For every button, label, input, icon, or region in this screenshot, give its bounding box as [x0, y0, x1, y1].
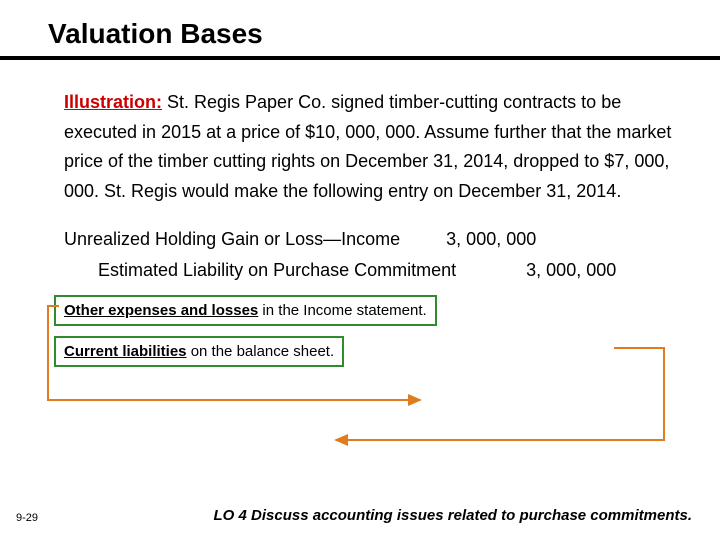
- slide-number: 9-29: [16, 512, 38, 524]
- note-1-bold: Other expenses and losses: [64, 302, 258, 319]
- note-box-1-wrap: Other expenses and losses in the Income …: [54, 295, 672, 326]
- note-box-2: Current liabilities on the balance sheet…: [54, 336, 344, 367]
- note-2-rest: on the balance sheet.: [187, 343, 335, 360]
- illustration-paragraph: Illustration: St. Regis Paper Co. signed…: [64, 88, 672, 207]
- journal-entry-debit: Unrealized Holding Gain or Loss—Income 3…: [64, 229, 672, 250]
- debit-account: Unrealized Holding Gain or Loss—Income: [64, 229, 400, 250]
- slide: Valuation Bases Illustration: St. Regis …: [0, 0, 720, 540]
- body-area: Illustration: St. Regis Paper Co. signed…: [0, 60, 720, 367]
- debit-amount: 3, 000, 000: [446, 229, 536, 250]
- note-1-rest: in the Income statement.: [258, 302, 426, 319]
- note-box-2-wrap: Current liabilities on the balance sheet…: [54, 336, 672, 367]
- journal-entry-credit: Estimated Liability on Purchase Commitme…: [64, 260, 672, 281]
- credit-amount: 3, 000, 000: [526, 260, 616, 281]
- slide-title: Valuation Bases: [0, 18, 720, 56]
- note-box-1: Other expenses and losses in the Income …: [54, 295, 437, 326]
- note-2-bold: Current liabilities: [64, 343, 187, 360]
- illustration-label: Illustration:: [64, 92, 162, 112]
- learning-objective: LO 4 Discuss accounting issues related t…: [214, 507, 692, 524]
- credit-account: Estimated Liability on Purchase Commitme…: [98, 260, 456, 281]
